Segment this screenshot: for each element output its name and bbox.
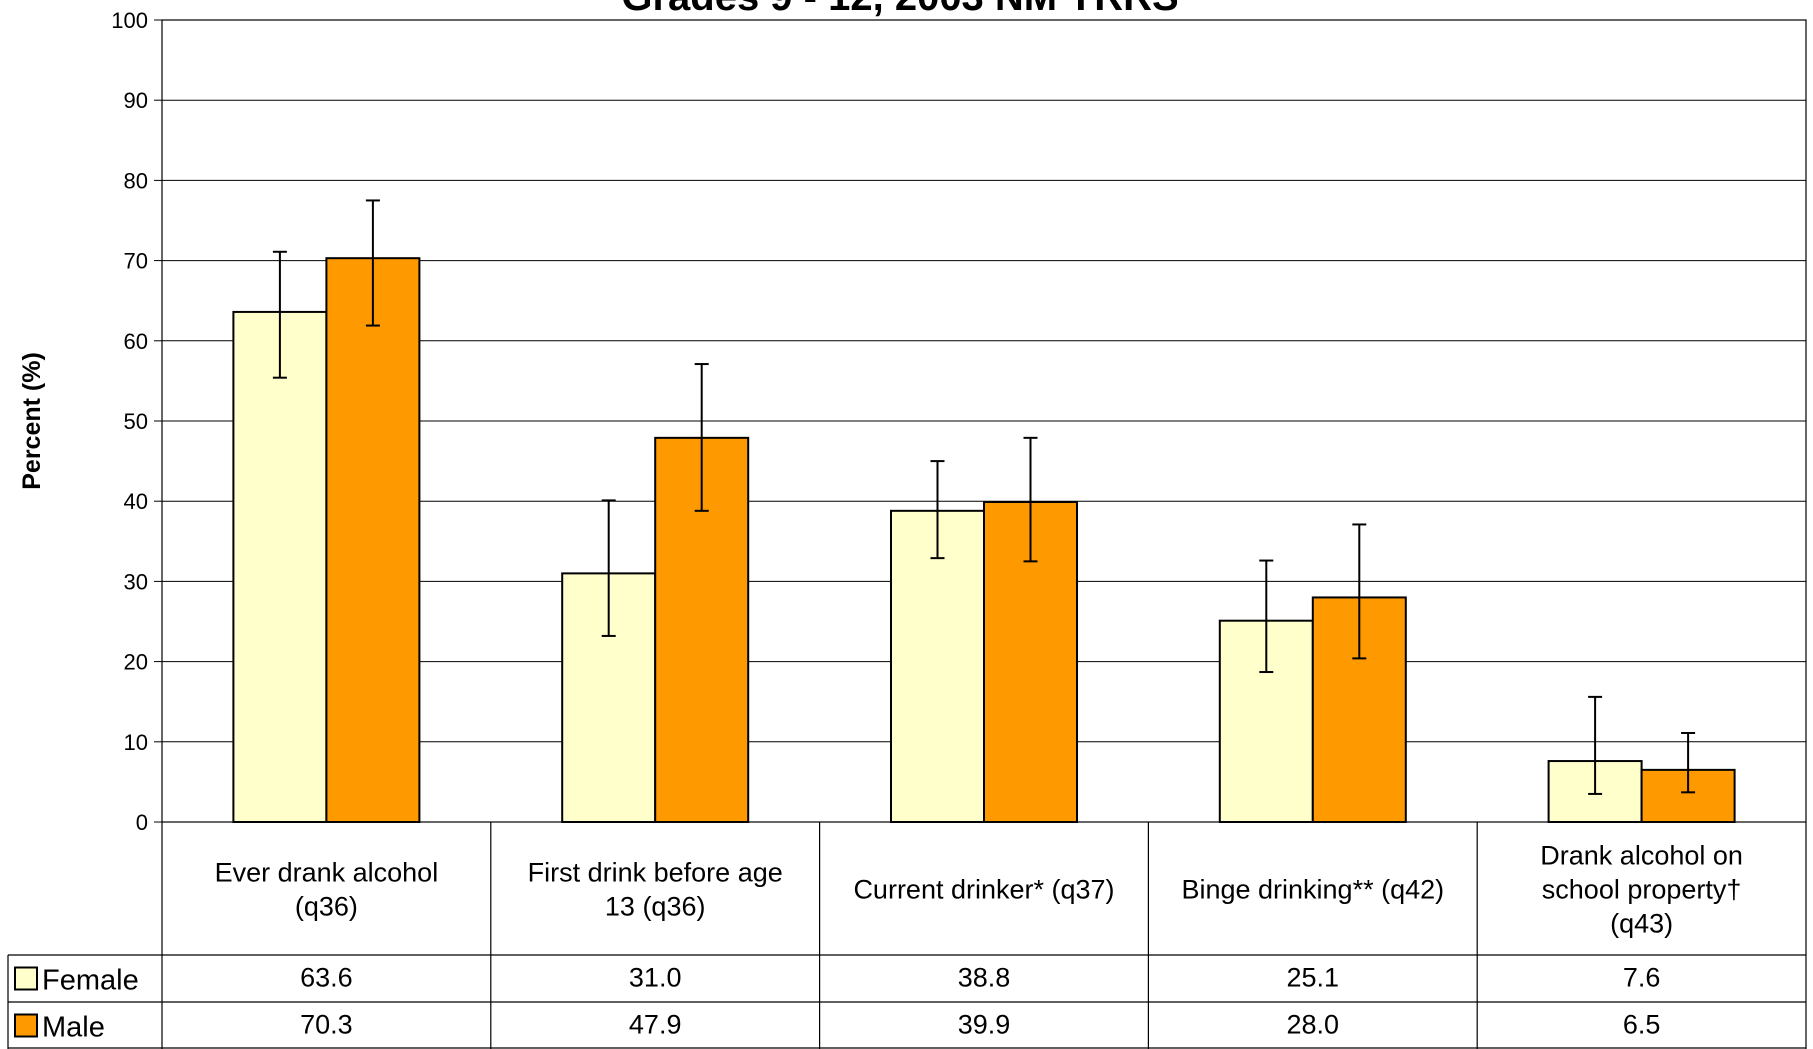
error-bar-male (1681, 731, 1696, 794)
y-tick-label: 30 (124, 569, 148, 594)
data-label-female: 63.6 (300, 963, 353, 993)
legend-swatch-female (14, 966, 38, 991)
data-label-male: 39.9 (958, 1010, 1011, 1040)
y-tick-label: 80 (124, 168, 148, 193)
y-axis-label: Percent (%) (18, 352, 46, 490)
data-label-female: 31.0 (629, 963, 682, 993)
error-bar-female (1259, 559, 1274, 674)
category-label: 13 (q36) (605, 892, 706, 922)
bar-male (325, 257, 421, 824)
y-tick-label: 0 (136, 810, 148, 835)
data-table: Ever drank alcohol (q36) First drink befor… (7, 822, 1807, 1049)
category-label: Ever drank alcohol (215, 858, 439, 888)
error-bar-female (601, 499, 616, 637)
y-tick-label: 70 (124, 249, 148, 274)
y-axis-ticks: 0 10 20 30 40 50 60 70 80 90 100 (111, 8, 162, 835)
legend-label-female: Female (42, 965, 139, 997)
category-label: Binge drinking** (q42) (1181, 875, 1444, 905)
data-label-male: 47.9 (629, 1010, 682, 1040)
error-bar-female (1588, 695, 1603, 795)
data-label-female: 25.1 (1287, 963, 1340, 993)
y-tick-label: 40 (124, 489, 148, 514)
category-label: Current drinker* (q37) (853, 875, 1114, 905)
bar-female (232, 310, 328, 823)
error-bar-male (365, 199, 380, 327)
error-bars (272, 199, 1696, 795)
data-label-male: 28.0 (1287, 1010, 1340, 1040)
y-tick-label: 50 (124, 409, 148, 434)
data-label-male: 70.3 (300, 1010, 353, 1040)
legend-label-male: Male (42, 1012, 105, 1044)
category-label: First drink before age (528, 858, 783, 888)
error-bar-male (1352, 523, 1367, 660)
category-label: (q43) (1610, 909, 1673, 939)
data-label-male: 6.5 (1623, 1010, 1661, 1040)
y-tick-label: 20 (124, 650, 148, 675)
legend-swatch-male (14, 1013, 38, 1038)
bars (232, 257, 1736, 824)
error-bar-female (272, 250, 287, 379)
error-bar-male (694, 363, 709, 512)
y-tick-label: 10 (124, 730, 148, 755)
error-bar-female (930, 460, 945, 560)
category-label: Drank alcohol on (1540, 841, 1743, 871)
y-tick-label: 60 (124, 329, 148, 354)
error-bar-male (1023, 436, 1038, 563)
data-label-female: 7.6 (1623, 963, 1661, 993)
category-label: school property† (1542, 875, 1742, 905)
y-tick-label: 90 (124, 88, 148, 113)
data-label-female: 38.8 (958, 963, 1011, 993)
bar-female (890, 509, 985, 823)
category-label: (q36) (295, 892, 358, 922)
chart-title: Grades 9 - 12, 2003 NM YRRS (621, 0, 1178, 19)
y-tick-label: 100 (111, 8, 148, 33)
